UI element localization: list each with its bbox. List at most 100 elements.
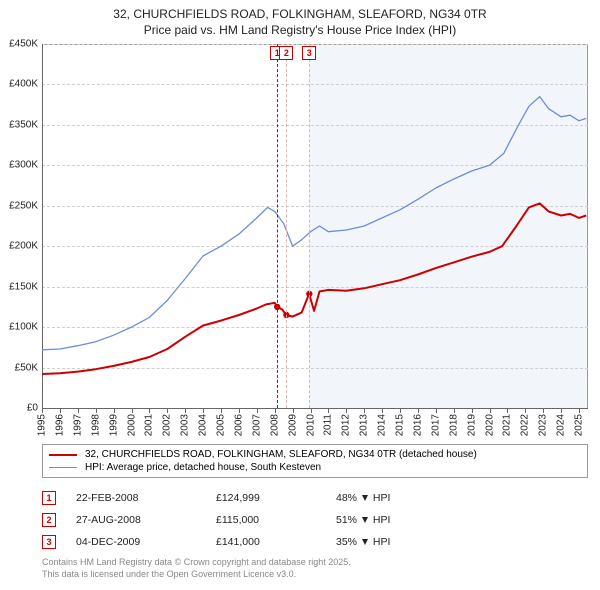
x-tick-label: 2020 [484,414,495,436]
y-tick-label: £150K [9,281,38,292]
x-tick [275,408,276,413]
x-tick [525,408,526,413]
x-tick-label: 2003 [180,414,191,436]
x-tick [60,408,61,413]
arrow-down-icon [362,517,368,523]
x-tick-label: 2010 [305,414,316,436]
legend-row: HPI: Average price, detached house, Sout… [49,461,581,474]
x-tick [364,408,365,413]
marker-price: £115,000 [216,514,336,526]
x-tick [346,408,347,413]
x-tick-label: 2019 [466,414,477,436]
marker-table-badge: 1 [42,491,56,505]
y-tick-label: £100K [9,322,38,333]
x-tick-label: 1998 [90,414,101,436]
x-tick [96,408,97,413]
x-tick-label: 2012 [341,414,352,436]
x-tick [185,408,186,413]
x-tick-label: 2025 [574,414,585,436]
x-tick [311,408,312,413]
y-tick-label: £400K [9,79,38,90]
x-tick [293,408,294,413]
x-tick [203,408,204,413]
x-tick [78,408,79,413]
x-tick [114,408,115,413]
y-tick-label: £200K [9,241,38,252]
marker-line [309,44,310,408]
title-line-1: 32, CHURCHFIELDS ROAD, FOLKINGHAM, SLEAF… [0,6,600,22]
x-tick [42,408,43,413]
x-tick-label: 2014 [377,414,388,436]
x-tick [167,408,168,413]
marker-badge: 2 [279,46,293,60]
x-tick-label: 2011 [323,414,334,436]
legend-label: 32, CHURCHFIELDS ROAD, FOLKINGHAM, SLEAF… [85,449,477,460]
x-tick-label: 2009 [287,414,298,436]
marker-table-row: 2 27-AUG-2008£115,00051% HPI [42,509,588,531]
x-tick-label: 1999 [108,414,119,436]
marker-pct: 48% HPI [336,492,588,504]
chart-title: 32, CHURCHFIELDS ROAD, FOLKINGHAM, SLEAF… [0,0,600,38]
x-tick [418,408,419,413]
footer-line-2: This data is licensed under the Open Gov… [42,569,588,581]
legend-row: 32, CHURCHFIELDS ROAD, FOLKINGHAM, SLEAF… [49,448,581,461]
marker-pct: 51% HPI [336,514,588,526]
chart-container: 32, CHURCHFIELDS ROAD, FOLKINGHAM, SLEAF… [0,0,600,590]
x-tick-label: 2022 [520,414,531,436]
marker-date: 04-DEC-2009 [76,536,216,548]
x-tick-label: 2006 [233,414,244,436]
marker-date: 27-AUG-2008 [76,514,216,526]
legend: 32, CHURCHFIELDS ROAD, FOLKINGHAM, SLEAF… [42,444,588,478]
x-tick-label: 2005 [216,414,227,436]
x-tick [400,408,401,413]
x-tick [490,408,491,413]
x-tick [132,408,133,413]
x-tick-label: 2000 [126,414,137,436]
x-tick [561,408,562,413]
marker-badge: 3 [302,46,316,60]
x-tick [472,408,473,413]
x-tick [257,408,258,413]
x-tick [454,408,455,413]
x-tick-label: 1995 [37,414,48,436]
x-tick-label: 2018 [448,414,459,436]
marker-line [286,44,287,408]
y-tick-label: £0 [27,403,38,414]
y-tick-label: £450K [9,39,38,50]
marker-table-row: 304-DEC-2009£141,00035% HPI [42,531,588,553]
legend-swatch [49,454,77,456]
x-tick-label: 1996 [54,414,65,436]
marker-date: 22-FEB-2008 [76,492,216,504]
marker-price: £124,999 [216,492,336,504]
arrow-down-icon [362,495,368,501]
x-tick-label: 2021 [502,414,513,436]
x-tick-label: 2013 [359,414,370,436]
x-tick-label: 2001 [144,414,155,436]
x-tick [507,408,508,413]
x-tick [328,408,329,413]
x-tick-label: 2024 [556,414,567,436]
x-axis-ticks: 1995199619971998199920002001200220032004… [42,408,588,448]
x-tick [436,408,437,413]
title-line-2: Price paid vs. HM Land Registry's House … [0,22,600,38]
marker-table-badge: 2 [42,513,56,527]
x-tick [239,408,240,413]
x-tick [221,408,222,413]
y-tick-label: £50K [15,362,38,373]
x-tick-label: 2017 [430,414,441,436]
x-tick [543,408,544,413]
x-tick-label: 2004 [198,414,209,436]
legend-label: HPI: Average price, detached house, Sout… [85,462,321,473]
y-tick-label: £250K [9,200,38,211]
arrow-down-icon [362,539,368,545]
x-tick-label: 2008 [269,414,280,436]
x-tick-label: 1997 [72,414,83,436]
y-tick-label: £300K [9,160,38,171]
y-axis-ticks: £0£50K£100K£150K£200K£250K£300K£350K£400… [0,44,42,408]
x-tick-label: 2015 [395,414,406,436]
line-series-svg [42,44,588,408]
x-tick [149,408,150,413]
marker-table-row: 1 22-FEB-2008£124,99948% HPI [42,487,588,509]
marker-pct: 35% HPI [336,536,588,548]
x-tick [579,408,580,413]
